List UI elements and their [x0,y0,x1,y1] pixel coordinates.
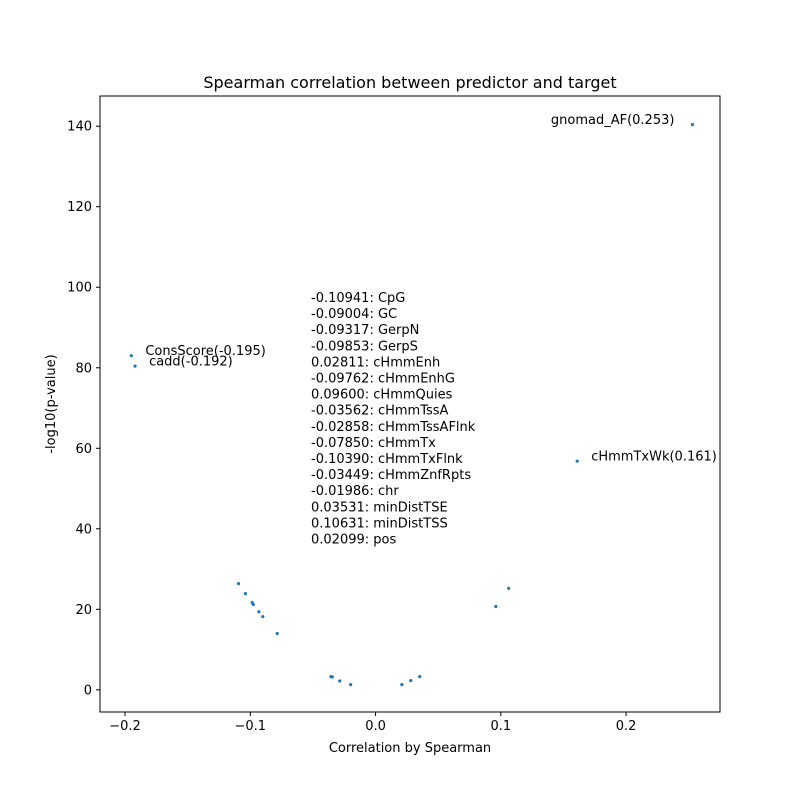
x-axis-label: Correlation by Spearman [329,741,491,756]
point-annotation: ConsScore(-0.195) [145,344,266,359]
x-tick-label: −0.1 [235,719,267,734]
correlation-list-item: -0.09853: GerpS [311,339,418,354]
point-annotation: gnomad_AF(0.253) [551,113,675,128]
x-tick-label: 0.2 [616,719,637,734]
data-point [400,683,404,687]
correlation-list-item: -0.02858: cHmmTssAFlnk [311,420,476,435]
data-point [257,610,261,614]
correlation-list-item: 0.02099: pos [311,533,396,548]
data-point [494,604,498,609]
data-point [236,581,241,586]
data-point [338,679,342,683]
data-point [418,674,422,679]
y-tick-label: 80 [75,361,92,376]
plot-frame [99,95,721,713]
y-tick-label: 40 [75,522,92,537]
correlation-list-item: -0.10941: CpG [311,291,405,306]
data-point [349,683,353,687]
data-point [575,459,579,463]
y-axis-label: -log10(p-value) [44,354,59,453]
x-tick-label: 0.0 [365,719,386,734]
y-tick-label: 100 [67,281,92,296]
correlation-list-item: -0.09762: cHmmEnhG [311,372,455,387]
correlation-list-item: -0.09004: GC [311,307,397,322]
y-tick-label: 60 [75,442,92,457]
correlation-list-item: -0.03562: cHmmTssA [311,404,449,419]
y-tick-label: 0 [84,683,92,698]
correlation-list-item: -0.07850: cHmmTx [311,436,436,451]
correlation-list-item: 0.02811: cHmmEnh [311,355,440,370]
chart-title: Spearman correlation between predictor a… [203,73,616,92]
correlation-list-item: -0.01986: chr [311,484,399,499]
data-point [251,602,255,607]
data-point [129,354,133,358]
correlation-list-item: -0.09317: GerpN [311,323,419,338]
y-tick-label: 120 [67,200,92,215]
data-point [243,592,248,596]
point-annotation: cHmmTxWk(0.161) [591,450,717,465]
y-tick-label: 140 [67,120,92,135]
correlation-list-item: 0.09600: cHmmQuies [311,388,453,403]
data-point [507,586,511,590]
data-point [261,614,265,619]
data-point [133,364,137,368]
data-point [409,678,413,683]
correlation-list-item: 0.03531: minDistTSE [311,500,448,515]
y-tick-label: 20 [75,603,92,618]
correlation-list-item: -0.03449: cHmmZnfRpts [311,468,471,483]
point-annotation: cadd(-0.192) [149,355,233,370]
correlation-list-item: -0.10390: cHmmTxFlnk [311,452,463,467]
data-point [690,122,695,127]
plot-area: −0.2 −0.1 0.0 0.1 0.2 0 20 40 60 80 100 120 140 ConsS… [67,113,717,734]
correlation-list-item: 0.10631: minDistTSS [311,516,448,531]
data-point [330,675,334,679]
data-point [275,631,279,636]
x-tick-label: 0.1 [490,719,511,734]
x-tick-label: −0.2 [109,719,141,734]
